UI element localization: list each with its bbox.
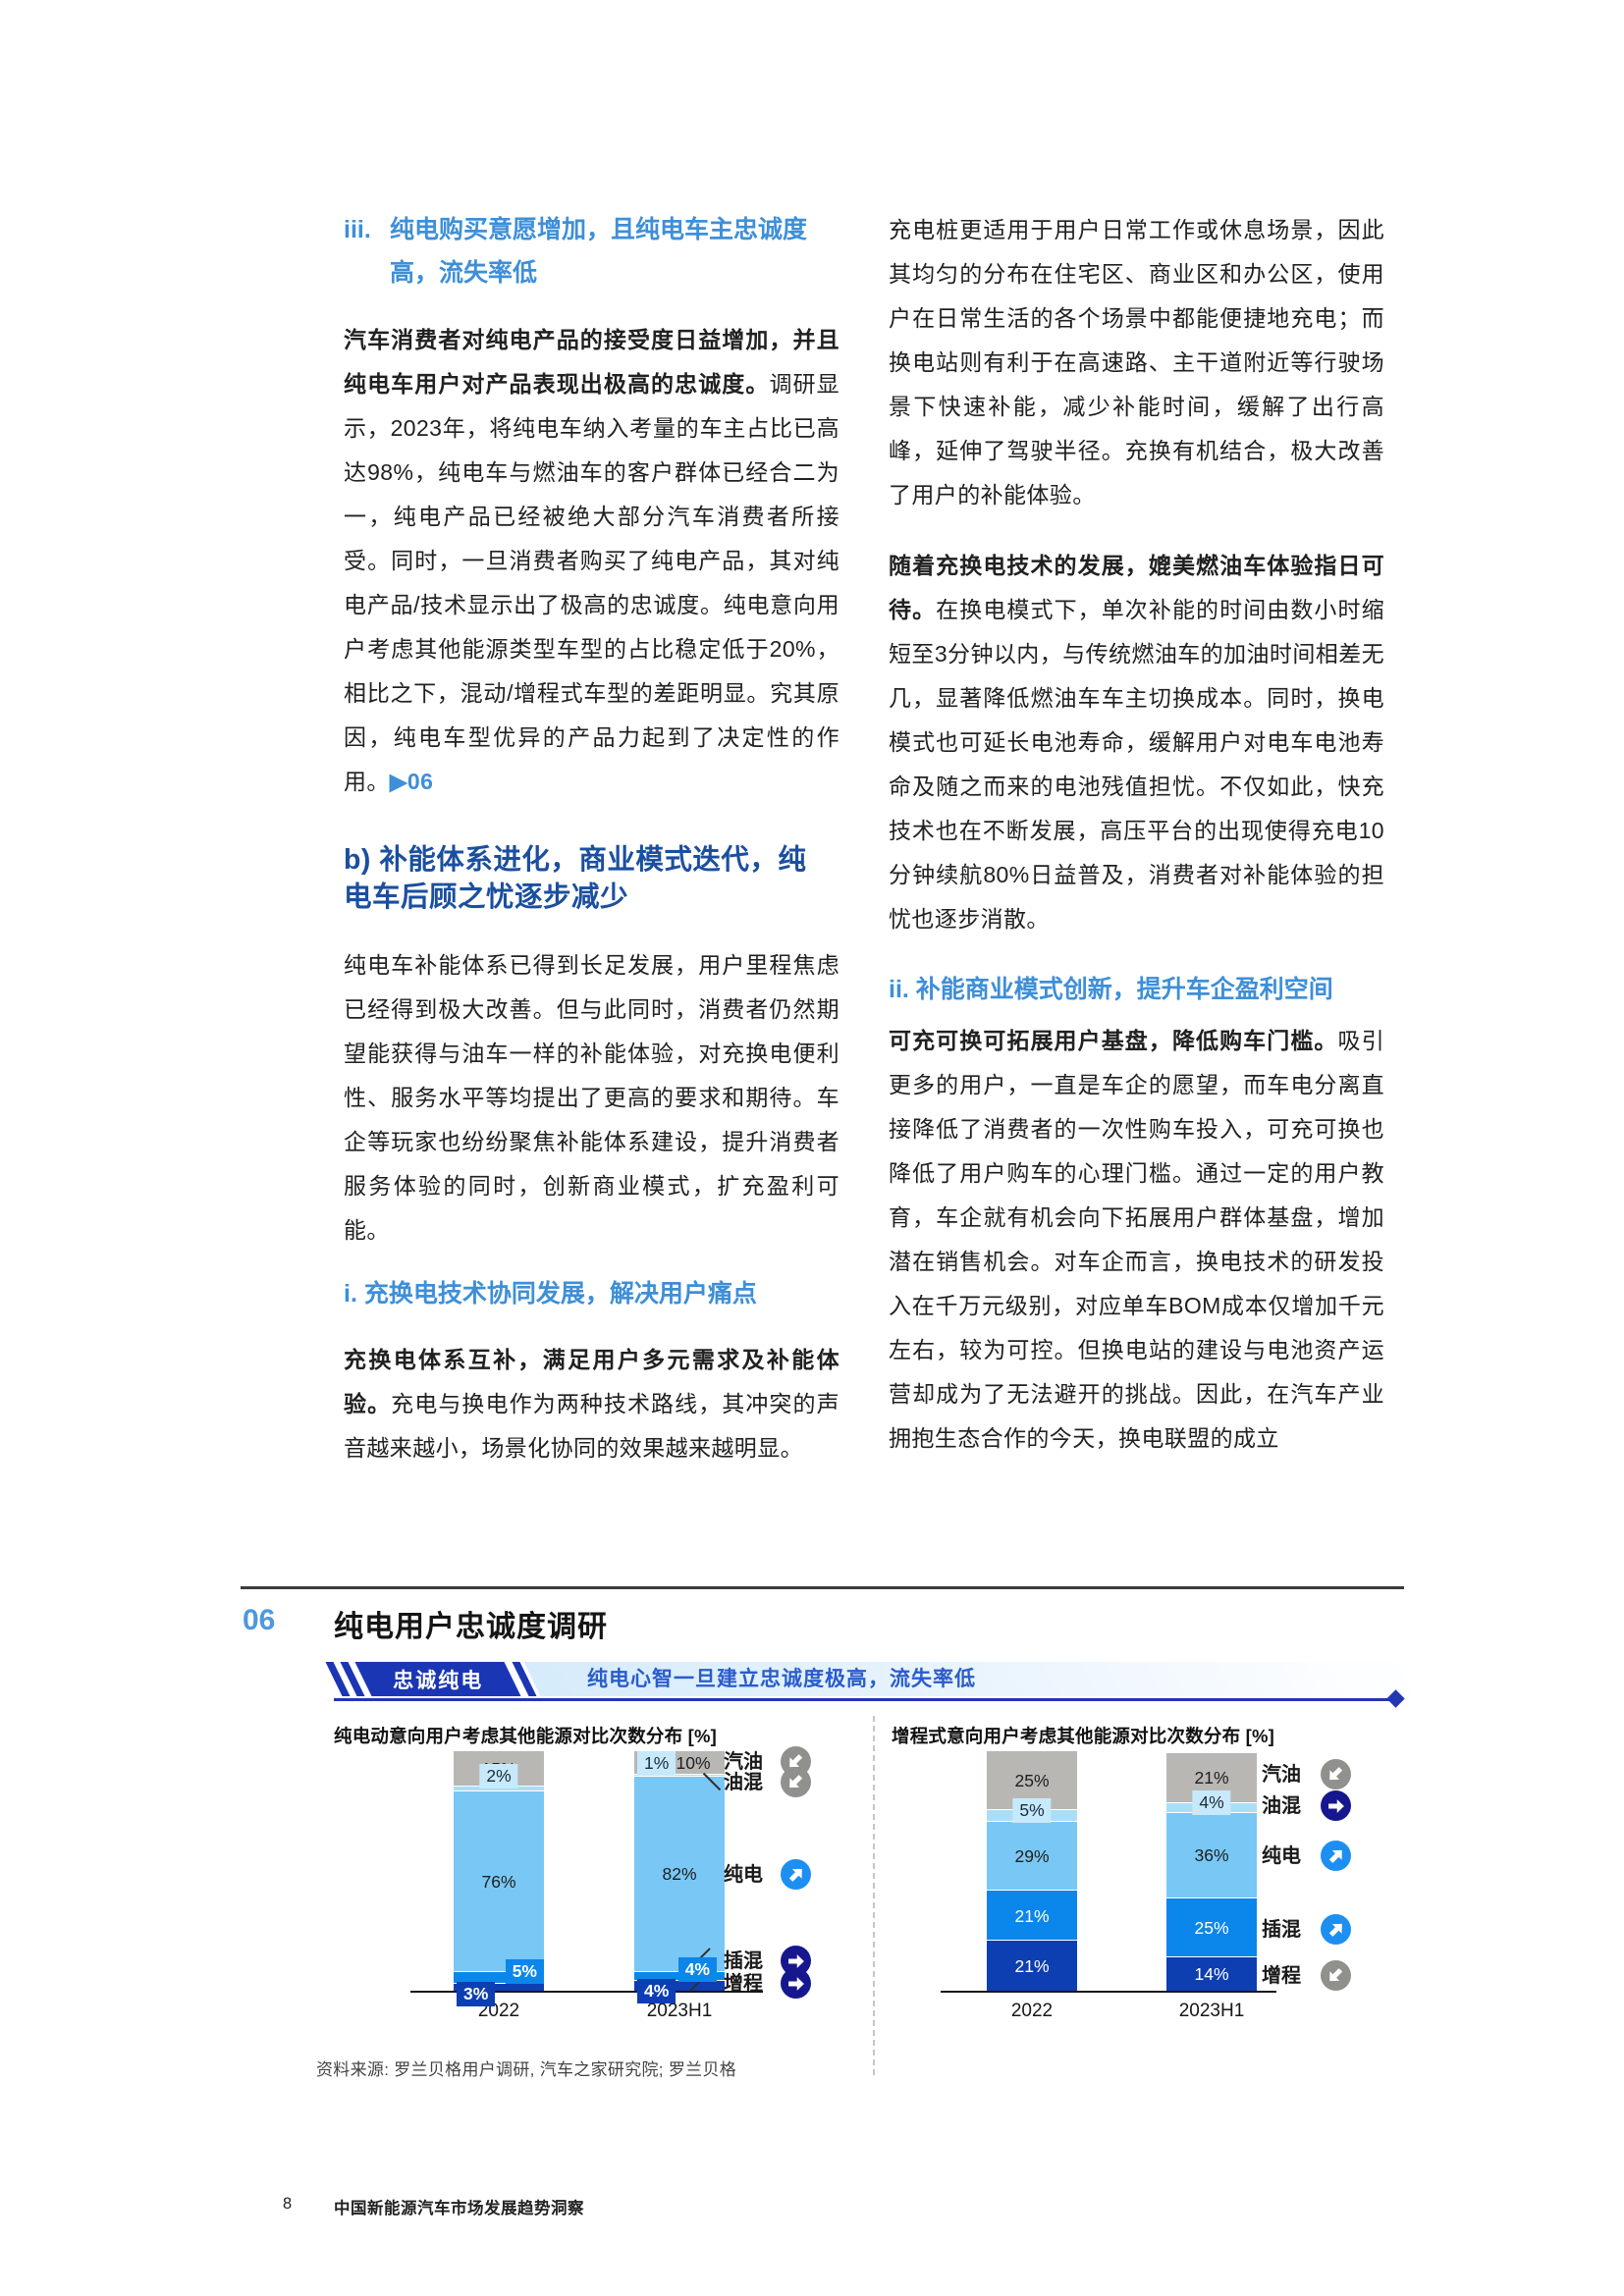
heading-iii-marker: iii. bbox=[344, 216, 371, 243]
figure-06: 06 纯电用户忠诚度调研 忠诚纯电 纯电心智一旦建立忠诚度极高，流失率低 纯电动… bbox=[241, 1571, 1413, 2101]
trend-down-icon bbox=[774, 1760, 818, 1804]
bar-segment-增程 bbox=[1166, 1957, 1257, 1991]
paragraph-business-model: 可充可换可拓展用户基盘，降低购车门槛。吸引更多的用户，一直是车企的愿望，而车电分… bbox=[889, 1019, 1384, 1461]
heading-i: i. 充换电技术协同发展，解决用户痛点 bbox=[344, 1280, 757, 1308]
paragraph-lead: 随着充换电技术的发展，媲美燃油车体验指日可待。 bbox=[889, 553, 1384, 622]
axis-category-label: 2023H1 bbox=[646, 2001, 713, 2021]
bar-segment-增程 bbox=[634, 1981, 725, 1991]
legend-label-汽油: 汽油 bbox=[724, 1751, 763, 1773]
x-axis bbox=[410, 1991, 763, 1993]
trend-down-icon bbox=[1314, 1953, 1358, 1998]
trend-up-icon bbox=[774, 1852, 818, 1896]
heading-b-line2: 电车后顾之忧逐步减少 bbox=[344, 881, 629, 913]
segment-value: 76% bbox=[481, 1871, 516, 1892]
segment-value: 21% bbox=[1194, 1768, 1229, 1789]
bar-segment-纯电 bbox=[454, 1790, 544, 1972]
segment-value: 25% bbox=[1194, 1917, 1229, 1938]
segment-value-badge: 1% bbox=[637, 1750, 677, 1776]
chart-divider bbox=[873, 1716, 875, 2075]
paragraph-swap-experience: 随着充换电技术的发展，媲美燃油车体验指日可待。在换电模式下，单次补能的时间由数小… bbox=[889, 544, 1384, 941]
right-column: 充电桩更适用于用户日常工作或休息场景，因此其均匀的分布在住宅区、商业区和办公区，… bbox=[889, 208, 1384, 1461]
paragraph-text: 在换电模式下，单次补能的时间由数小时缩短至3分钟以内，与传统燃油车的加油时间相差… bbox=[889, 597, 1384, 932]
heading-iii-line2: 高，流失率低 bbox=[390, 259, 538, 287]
paragraph-energy-system: 纯电车补能体系已得到长足发展，用户里程焦虑已经得到极大改善。但与此同时，消费者仍… bbox=[344, 952, 839, 1243]
figure-top-rule bbox=[241, 1586, 1404, 1589]
paragraph-lead: 汽车消费者对纯电产品的接受度日益增加，并且纯电车用户对产品表现出极高的忠诚度。 bbox=[344, 327, 839, 397]
left-column: iii. 纯电购买意愿增加，且纯电车主忠诚度 高，流失率低 汽车消费者对纯电产品… bbox=[344, 208, 839, 1470]
bar-segment-增程 bbox=[987, 1941, 1077, 1991]
stacked-bar: 10% 1% 82% 4% 4% bbox=[634, 1750, 725, 2004]
segment-value: 29% bbox=[1014, 1846, 1050, 1867]
page-number: 8 bbox=[283, 2195, 293, 2213]
trend-down-icon bbox=[774, 1739, 818, 1784]
paragraph-charge-swap: 充换电体系互补，满足用户多元需求及补能体验。充电与换电作为两种技术路线，其冲突的… bbox=[344, 1338, 839, 1470]
trend-down-icon bbox=[1314, 1752, 1358, 1796]
heading-iii-line1: 纯电购买意愿增加，且纯电车主忠诚度 bbox=[390, 216, 808, 243]
stacked-bar: 25% 5% 29% 21% 21% bbox=[987, 1750, 1077, 1991]
segment-value: 10% bbox=[676, 1752, 711, 1773]
segment-value-badge: 3% bbox=[457, 1982, 496, 2007]
bar-segment-纯电 bbox=[634, 1777, 725, 1972]
footer-report-title: 中国新能源汽车市场发展趋势洞察 bbox=[334, 2200, 584, 2217]
segment-value-badge: 4% bbox=[677, 1957, 717, 1983]
legend-label-纯电: 纯电 bbox=[1262, 1845, 1301, 1867]
banner-underline bbox=[334, 1698, 1392, 1701]
figure-number: 06 bbox=[243, 1604, 276, 1636]
legend-label-增程: 增程 bbox=[1262, 1965, 1301, 1987]
legend-label-油混: 油混 bbox=[1262, 1795, 1301, 1817]
segment-value-badge: 4% bbox=[1192, 1789, 1231, 1815]
bar-segment-纯电 bbox=[1166, 1812, 1257, 1898]
paragraph-bev-loyalty: 汽车消费者对纯电产品的接受度日益增加，并且纯电车用户对产品表现出极高的忠诚度。调… bbox=[344, 318, 839, 804]
source-note: 资料来源: 罗兰贝格用户调研, 汽车之家研究院; 罗兰贝格 bbox=[316, 2060, 737, 2079]
charts-area: 纯电动意向用户考虑其他能源对比次数分布 [%]15%2%76%5%3%20221… bbox=[241, 1571, 1404, 2101]
axis-category-label: 2022 bbox=[1010, 2001, 1054, 2021]
paragraph-text: 吸引更多的用户，一直是车企的愿望，而车电分离直接降低了消费者的一次性购车投入，可… bbox=[889, 1028, 1384, 1451]
paragraph-lead: 可充可换可拓展用户基盘，降低购车门槛。 bbox=[889, 1028, 1338, 1053]
segment-value: 14% bbox=[1194, 1964, 1229, 1985]
legend-label-油混: 油混 bbox=[724, 1772, 763, 1793]
segment-value-badge: 5% bbox=[1012, 1798, 1052, 1824]
bar-segment-插混 bbox=[987, 1891, 1077, 1942]
chart-title: 增程式意向用户考虑其他能源对比次数分布 [%] bbox=[892, 1726, 1275, 1746]
bar-segment-纯电 bbox=[987, 1822, 1077, 1892]
segment-value: 82% bbox=[662, 1864, 697, 1885]
stacked-bar: 21% 4% 36% 25% 14% bbox=[1166, 1753, 1257, 1991]
paragraph-text: 调研显示，2023年，将纯电车纳入考量的车主占比已高达98%，纯电车与燃油车的客… bbox=[344, 371, 839, 794]
stacked-bar: 15%2%76%5%3% bbox=[454, 1750, 544, 2007]
segment-value: 25% bbox=[1014, 1770, 1050, 1790]
axis-category-label: 2023H1 bbox=[1178, 2001, 1245, 2021]
trend-flat-icon bbox=[781, 1968, 811, 1999]
x-axis bbox=[941, 1991, 1276, 1993]
segment-value-badge: 4% bbox=[637, 1979, 677, 2004]
bar-segment-插混 bbox=[1166, 1897, 1257, 1958]
legend-label-汽油: 汽油 bbox=[1262, 1764, 1301, 1786]
segment-value: 21% bbox=[1014, 1905, 1050, 1926]
paragraph-charging-scenes: 充电桩更适用于用户日常工作或休息场景，因此其均匀的分布在住宅区、商业区和办公区，… bbox=[889, 217, 1384, 507]
figure-title: 纯电用户忠诚度调研 bbox=[334, 1611, 608, 1643]
figure-06-reference: ▶06 bbox=[389, 769, 434, 794]
trend-up-icon bbox=[1314, 1834, 1358, 1878]
heading-b: b) 补能体系进化，商业模式迭代，纯 电车后顾之忧逐步减少 bbox=[344, 841, 839, 916]
legend-label-插混: 插混 bbox=[1262, 1919, 1301, 1941]
segment-value: 21% bbox=[1014, 1955, 1050, 1976]
trend-flat-icon bbox=[1321, 1790, 1351, 1821]
trend-up-icon bbox=[1314, 1907, 1358, 1951]
heading-b-line1: b) 补能体系进化，商业模式迭代，纯 bbox=[344, 844, 807, 876]
bar-segment-油混 bbox=[634, 1774, 725, 1778]
legend-label-增程: 增程 bbox=[724, 1973, 763, 1995]
segment-value: 36% bbox=[1194, 1845, 1229, 1866]
segment-value-badge: 5% bbox=[505, 1958, 544, 1984]
chart-title: 纯电动意向用户考虑其他能源对比次数分布 [%] bbox=[334, 1726, 718, 1746]
bar-segment-增程 bbox=[454, 1983, 544, 1991]
paragraph-text: 充电与换电作为两种技术路线，其冲突的声音越来越小，场景化协同的效果越来越明显。 bbox=[344, 1391, 839, 1461]
heading-iii: iii. 纯电购买意愿增加，且纯电车主忠诚度 高，流失率低 bbox=[344, 208, 839, 294]
legend-label-插混: 插混 bbox=[724, 1950, 763, 1972]
heading-ii: ii. 补能商业模式创新，提升车企盈利空间 bbox=[889, 976, 1333, 1003]
segment-value-badge: 2% bbox=[479, 1764, 518, 1789]
paragraph-lead: 充换电体系互补，满足用户多元需求及补能体验。 bbox=[344, 1347, 839, 1416]
legend-label-纯电: 纯电 bbox=[724, 1864, 763, 1886]
